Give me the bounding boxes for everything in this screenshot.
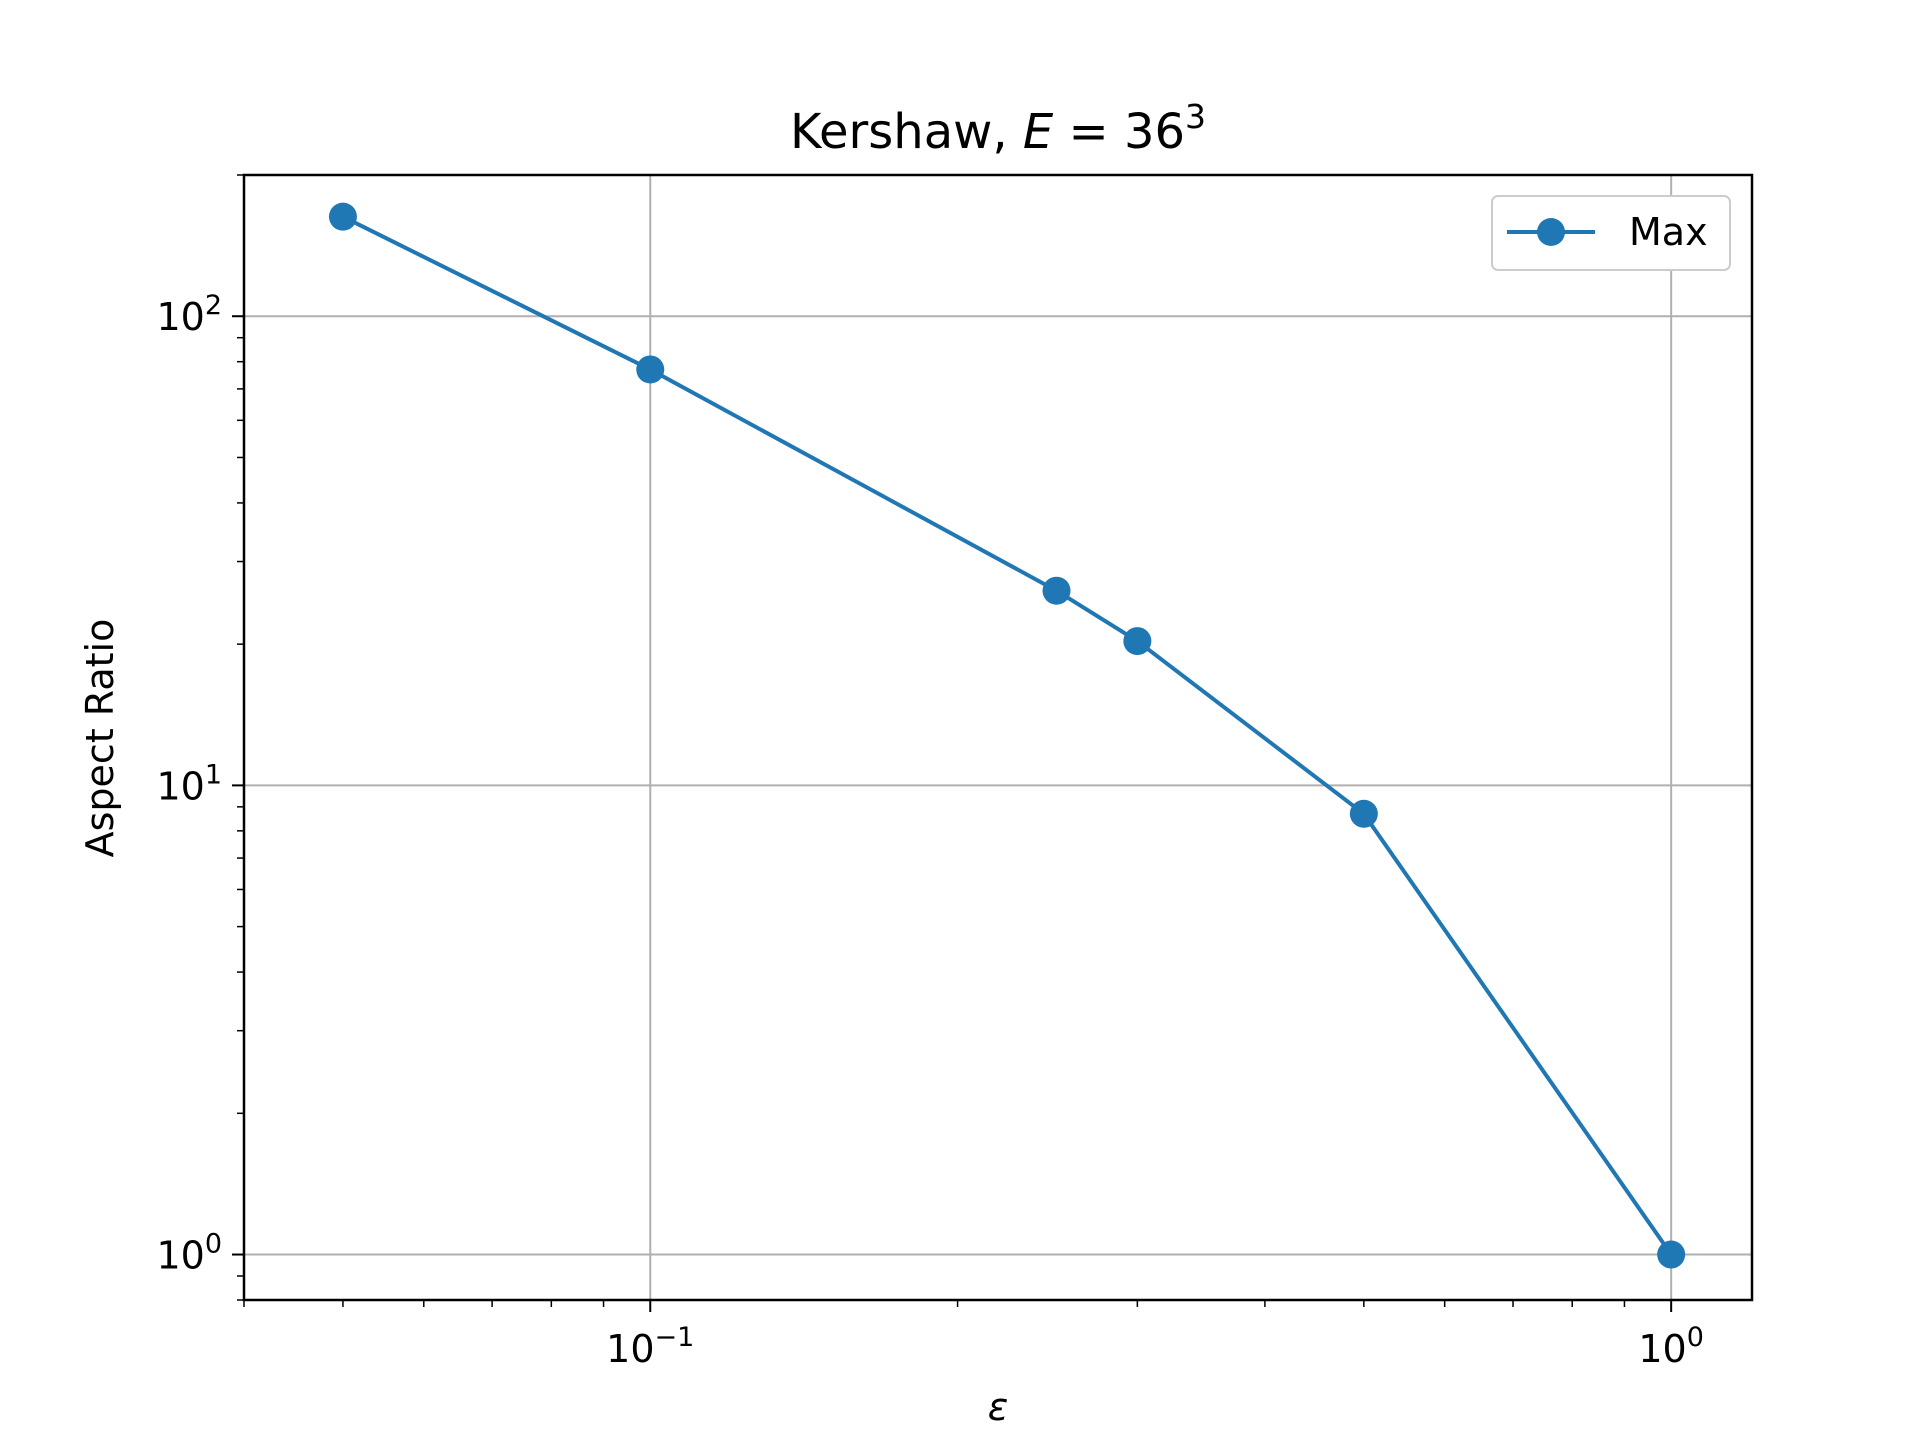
chart-title-superscript: 3 xyxy=(1185,97,1206,136)
x-tick-label: 100 xyxy=(1638,1322,1704,1371)
series-line-max xyxy=(342,214,1673,1256)
legend: Max xyxy=(1491,195,1731,271)
y-tick-label: 102 xyxy=(156,290,222,339)
data-point xyxy=(1042,576,1071,605)
chart-title-symbol: E xyxy=(1023,104,1054,160)
data-point xyxy=(1123,627,1152,656)
x-tick-label: 10−1 xyxy=(606,1322,694,1371)
tick-labels: 10−1 100 100 101 102 xyxy=(156,290,1703,1371)
legend-marker-max xyxy=(1537,218,1565,246)
data-point xyxy=(1657,1240,1686,1269)
y-tick-label: 100 xyxy=(156,1229,222,1278)
y-axis-label: Aspect Ratio xyxy=(78,619,122,858)
legend-label-max: Max xyxy=(1629,210,1708,254)
data-point xyxy=(636,355,665,384)
chart-title-equals: = 36 xyxy=(1053,104,1185,160)
series-layer xyxy=(328,202,1686,1269)
chart-title: Kershaw, E = 363 xyxy=(790,97,1206,160)
chart-title-prefix: Kershaw, xyxy=(790,104,1023,160)
x-axis-label: ε xyxy=(988,1385,1009,1429)
data-point xyxy=(1349,799,1378,828)
legend-box xyxy=(1491,195,1731,271)
data-point xyxy=(328,202,357,231)
major-ticks xyxy=(232,315,1673,1312)
plot-background xyxy=(244,175,1752,1300)
y-tick-label: 101 xyxy=(156,759,222,808)
plot-frame xyxy=(242,173,1754,1302)
